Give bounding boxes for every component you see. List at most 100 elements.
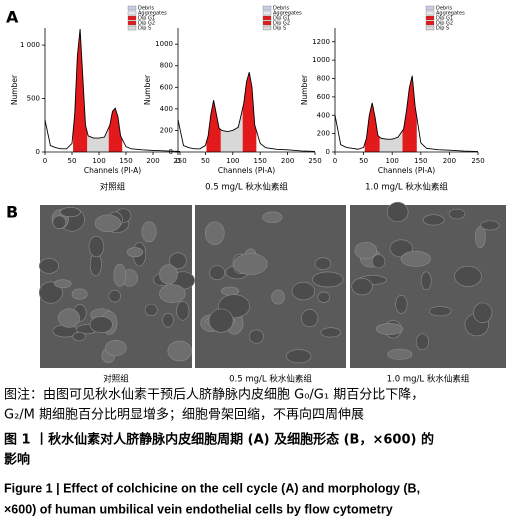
cell-shape — [475, 226, 486, 249]
legend-swatch — [127, 25, 137, 31]
legend-swatch — [425, 20, 435, 26]
x-axis-label: Channels (PI-A) — [378, 166, 435, 175]
title-cn: 影响 — [4, 452, 30, 468]
image-label: 对照组 — [103, 374, 129, 385]
cell-shape — [209, 265, 226, 281]
legend-swatch — [262, 5, 272, 11]
cell-shape — [428, 306, 452, 317]
cell-shape — [72, 331, 86, 342]
cell-shape — [60, 207, 81, 218]
chart-caption: 0.5 mg/L 秋水仙素组 — [205, 182, 288, 193]
y-tick-label: 500 — [27, 95, 40, 103]
x-tick-label: 250 — [471, 157, 484, 165]
y-tick-label: 400 — [160, 105, 173, 113]
legend-label: Dip S — [273, 26, 286, 32]
title-en: Figure 1 | Effect of colchicine on the c… — [4, 481, 420, 495]
cell-shape — [159, 264, 178, 285]
cell-shape — [400, 250, 431, 267]
x-tick-label: 150 — [119, 157, 132, 165]
x-tick-label: 200 — [443, 157, 456, 165]
legend-label: Dip G2 — [436, 21, 453, 27]
x-tick-label: 0 — [43, 157, 47, 165]
cell-shape — [89, 316, 113, 333]
x-tick-label: 0 — [176, 157, 180, 165]
cell-shape — [262, 211, 283, 224]
x-tick-label: 150 — [414, 157, 427, 165]
note-line: 图注：由图可见秋水仙素干预后人脐静脉内皮细胞 G₀/G₁ 期百分比下降， — [4, 387, 424, 403]
cell-shape — [58, 308, 80, 328]
legend-swatch — [425, 5, 435, 11]
cell-shape — [208, 308, 234, 333]
phase-s-area — [379, 130, 403, 152]
y-tick-label: 200 — [317, 130, 330, 138]
legend-swatch — [262, 25, 272, 31]
y-tick-label: 600 — [160, 83, 173, 91]
cell-shape — [271, 289, 285, 305]
y-tick-label: 400 — [317, 111, 330, 119]
phase-g1-area — [364, 102, 380, 152]
cell-shape — [108, 289, 121, 303]
panel-label: B — [6, 203, 18, 222]
phase-g1-area — [206, 100, 221, 152]
cell-shape — [88, 235, 105, 258]
y-axis-label: Number — [300, 74, 309, 105]
cell-shape — [480, 220, 500, 231]
cell-shape — [169, 252, 187, 270]
chart-caption: 1.0 mg/L 秋水仙素组 — [365, 182, 448, 193]
phase-s-area — [87, 127, 109, 152]
phase-s-area — [220, 108, 243, 152]
legend-label: Dip G1 — [273, 16, 290, 22]
cell-shape — [71, 288, 88, 300]
image-label: 1.0 mg/L 秋水仙素组 — [387, 374, 470, 385]
x-tick-label: 100 — [92, 157, 105, 165]
cell-shape — [448, 208, 466, 220]
x-tick-label: 0 — [333, 157, 337, 165]
cell-shape — [375, 323, 404, 335]
cell-shape — [144, 303, 158, 317]
cell-shape — [291, 281, 315, 301]
cell-shape — [286, 349, 312, 364]
phase-g2-area — [108, 108, 123, 152]
cell-shape — [167, 340, 192, 362]
note-line: G₂/M 期细胞百分比明显增多；细胞骨架回缩，不再向四周伸展 — [4, 407, 364, 423]
x-tick-label: 100 — [226, 157, 239, 165]
y-tick-label: 0 — [169, 148, 173, 156]
y-tick-label: 1 000 — [20, 41, 40, 49]
cell-shape — [38, 281, 63, 304]
x-axis-label: Channels (PI-A) — [84, 166, 141, 175]
panel-label: A — [6, 8, 19, 27]
cell-shape — [473, 302, 493, 324]
x-tick-label: 200 — [146, 157, 159, 165]
y-tick-label: 1200 — [312, 38, 330, 46]
legend-swatch — [127, 20, 137, 26]
phase-g1-area — [73, 29, 88, 152]
cell-shape — [141, 221, 157, 243]
legend-label: Dip S — [138, 26, 151, 32]
cell-shape — [54, 279, 72, 289]
legend-label: Dip G1 — [436, 16, 453, 22]
x-tick-label: 250 — [308, 157, 321, 165]
cell-shape — [354, 241, 378, 260]
legend-label: Dip S — [436, 26, 449, 32]
legend-label: Debris — [138, 6, 155, 12]
cell-shape — [351, 277, 373, 296]
cell-shape — [113, 263, 127, 287]
cell-shape — [220, 286, 240, 296]
title-cn: 图 1 丨秋水仙素对人脐静脉内皮细胞周期 (A) 及细胞形态 (B，×600) … — [4, 432, 434, 448]
image-label: 0.5 mg/L 秋水仙素组 — [229, 374, 312, 385]
x-axis-label: Channels (PI-A) — [218, 166, 275, 175]
y-tick-label: 800 — [160, 62, 173, 70]
legend-swatch — [425, 15, 435, 21]
x-tick-label: 250 — [173, 157, 186, 165]
cell-shape — [420, 271, 432, 291]
cell-shape — [301, 309, 319, 328]
histogram-line — [177, 72, 316, 152]
cell-shape — [371, 254, 386, 269]
legend-swatch — [262, 10, 272, 16]
y-tick-label: 1000 — [312, 56, 330, 64]
cell-shape — [38, 258, 59, 274]
cell-shape — [317, 291, 331, 303]
legend-label: Debris — [273, 6, 290, 12]
histogram-line — [334, 75, 479, 152]
